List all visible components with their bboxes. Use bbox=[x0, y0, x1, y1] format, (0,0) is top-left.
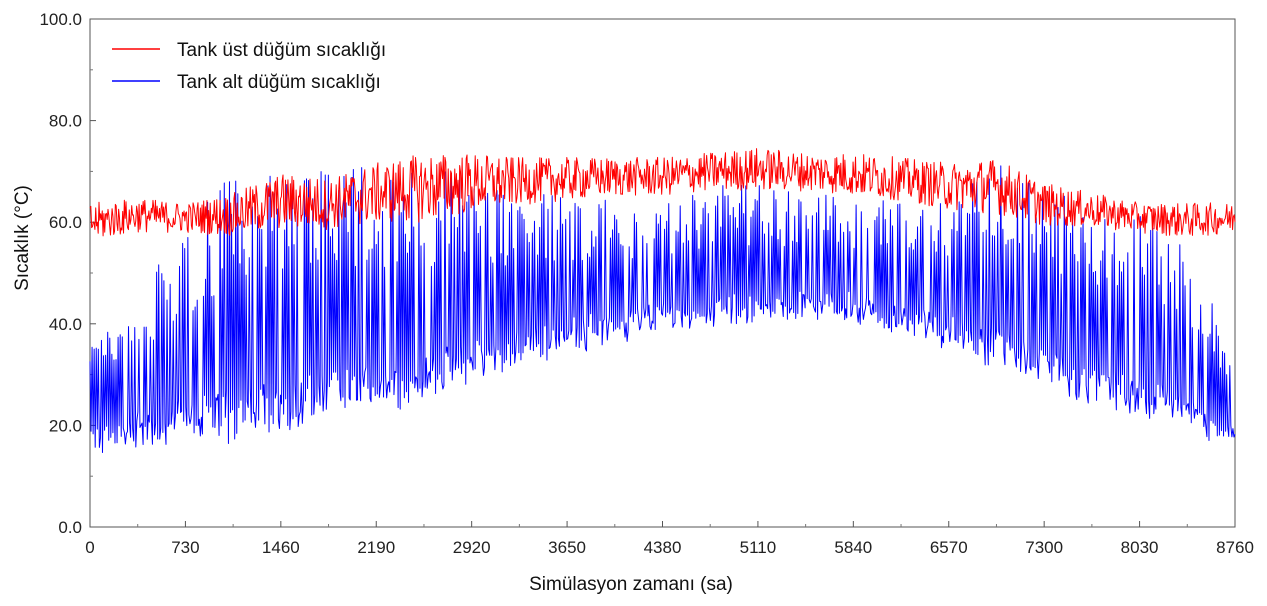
x-tick-label: 6570 bbox=[930, 538, 968, 557]
y-tick-label: 80.0 bbox=[49, 112, 82, 131]
x-tick-label: 2190 bbox=[357, 538, 395, 557]
x-tick-label: 8030 bbox=[1121, 538, 1159, 557]
x-tick-label: 4380 bbox=[644, 538, 682, 557]
x-tick-label: 3650 bbox=[548, 538, 586, 557]
legend: Tank üst düğüm sıcaklığı Tank alt düğüm … bbox=[112, 40, 386, 93]
x-tick-label: 8760 bbox=[1216, 538, 1254, 557]
x-tick-label: 5840 bbox=[834, 538, 872, 557]
x-tick-label: 7300 bbox=[1025, 538, 1063, 557]
legend-label-top-node: Tank üst düğüm sıcaklığı bbox=[177, 40, 386, 61]
x-tick-label: 0 bbox=[85, 538, 94, 557]
x-axis-title: Simülasyon zamanı (sa) bbox=[529, 574, 733, 595]
x-tick-label: 1460 bbox=[262, 538, 300, 557]
y-axis-title: Sıcaklık (°C) bbox=[12, 185, 33, 291]
y-tick-label: 0.0 bbox=[58, 518, 82, 537]
x-tick-label: 5110 bbox=[740, 538, 777, 557]
y-tick-label: 20.0 bbox=[49, 416, 82, 435]
tank-top-node-temperature-line bbox=[90, 149, 1235, 236]
y-tick-label: 40.0 bbox=[49, 315, 82, 334]
x-tick-label: 730 bbox=[171, 538, 199, 557]
legend-label-bottom-node: Tank alt düğüm sıcaklığı bbox=[177, 72, 381, 93]
x-tick-label: 2920 bbox=[453, 538, 491, 557]
y-tick-label: 60.0 bbox=[49, 213, 82, 232]
y-tick-label: 100.0 bbox=[39, 10, 82, 29]
